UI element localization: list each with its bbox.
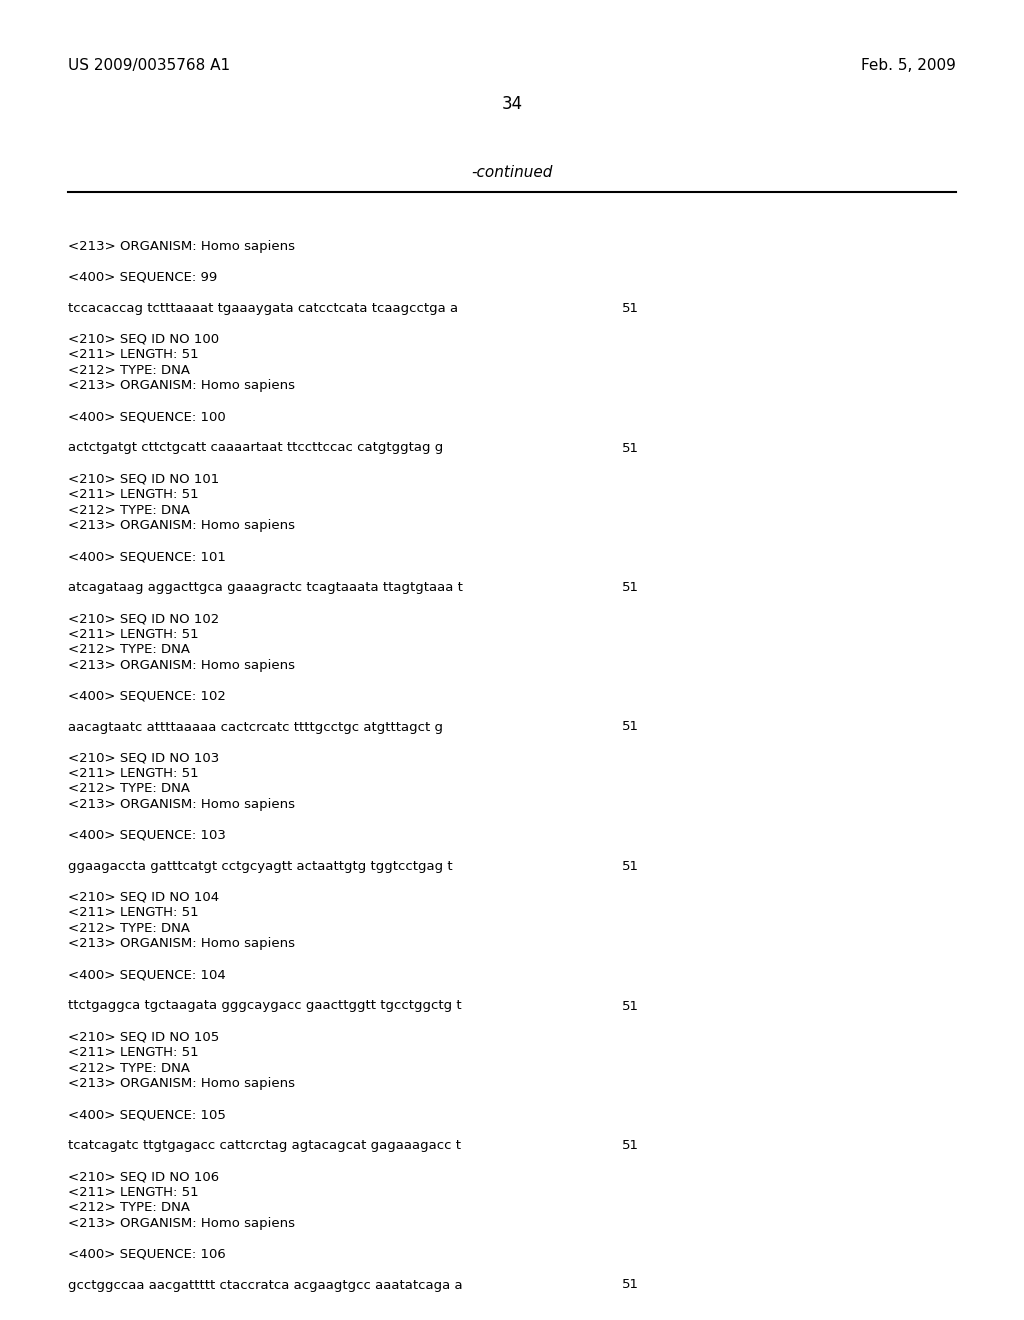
Text: <400> SEQUENCE: 102: <400> SEQUENCE: 102 [68, 689, 226, 702]
Text: <212> TYPE: DNA: <212> TYPE: DNA [68, 503, 190, 516]
Text: <210> SEQ ID NO 106: <210> SEQ ID NO 106 [68, 1170, 219, 1183]
Text: <400> SEQUENCE: 104: <400> SEQUENCE: 104 [68, 969, 225, 982]
Text: <213> ORGANISM: Homo sapiens: <213> ORGANISM: Homo sapiens [68, 659, 295, 672]
Text: ttctgaggca tgctaagata gggcaygacc gaacttggtt tgcctggctg t: ttctgaggca tgctaagata gggcaygacc gaacttg… [68, 999, 462, 1012]
Text: <211> LENGTH: 51: <211> LENGTH: 51 [68, 907, 199, 920]
Text: tcatcagatc ttgtgagacc cattcrctag agtacagcat gagaaagacc t: tcatcagatc ttgtgagacc cattcrctag agtacag… [68, 1139, 461, 1152]
Text: actctgatgt cttctgcatt caaaartaat ttccttccac catgtggtag g: actctgatgt cttctgcatt caaaartaat ttccttc… [68, 441, 443, 454]
Text: <211> LENGTH: 51: <211> LENGTH: 51 [68, 1045, 199, 1059]
Text: 51: 51 [622, 1279, 639, 1291]
Text: <400> SEQUENCE: 100: <400> SEQUENCE: 100 [68, 411, 225, 424]
Text: Feb. 5, 2009: Feb. 5, 2009 [861, 58, 956, 73]
Text: <212> TYPE: DNA: <212> TYPE: DNA [68, 1201, 190, 1214]
Text: <400> SEQUENCE: 99: <400> SEQUENCE: 99 [68, 271, 217, 284]
Text: gcctggccaa aacgattttt ctaccratca acgaagtgcc aaatatcaga a: gcctggccaa aacgattttt ctaccratca acgaagt… [68, 1279, 463, 1291]
Text: US 2009/0035768 A1: US 2009/0035768 A1 [68, 58, 230, 73]
Text: <211> LENGTH: 51: <211> LENGTH: 51 [68, 627, 199, 640]
Text: 51: 51 [622, 861, 639, 873]
Text: <400> SEQUENCE: 101: <400> SEQUENCE: 101 [68, 550, 226, 564]
Text: <210> SEQ ID NO 104: <210> SEQ ID NO 104 [68, 891, 219, 904]
Text: <210> SEQ ID NO 103: <210> SEQ ID NO 103 [68, 751, 219, 764]
Text: <211> LENGTH: 51: <211> LENGTH: 51 [68, 488, 199, 502]
Text: tccacaccag tctttaaaat tgaaaygata catcctcata tcaagcctga a: tccacaccag tctttaaaat tgaaaygata catcctc… [68, 302, 458, 315]
Text: <210> SEQ ID NO 102: <210> SEQ ID NO 102 [68, 612, 219, 624]
Text: 51: 51 [622, 721, 639, 734]
Text: <213> ORGANISM: Homo sapiens: <213> ORGANISM: Homo sapiens [68, 240, 295, 253]
Text: -continued: -continued [471, 165, 553, 180]
Text: <212> TYPE: DNA: <212> TYPE: DNA [68, 921, 190, 935]
Text: <213> ORGANISM: Homo sapiens: <213> ORGANISM: Homo sapiens [68, 519, 295, 532]
Text: <213> ORGANISM: Homo sapiens: <213> ORGANISM: Homo sapiens [68, 1077, 295, 1090]
Text: 34: 34 [502, 95, 522, 114]
Text: <213> ORGANISM: Homo sapiens: <213> ORGANISM: Homo sapiens [68, 799, 295, 810]
Text: <212> TYPE: DNA: <212> TYPE: DNA [68, 1061, 190, 1074]
Text: <212> TYPE: DNA: <212> TYPE: DNA [68, 364, 190, 378]
Text: <213> ORGANISM: Homo sapiens: <213> ORGANISM: Homo sapiens [68, 380, 295, 392]
Text: <211> LENGTH: 51: <211> LENGTH: 51 [68, 1185, 199, 1199]
Text: aacagtaatc attttaaaaa cactcrcatc ttttgcctgc atgtttagct g: aacagtaatc attttaaaaa cactcrcatc ttttgcc… [68, 721, 443, 734]
Text: ggaagaccta gatttcatgt cctgcyagtt actaattgtg tggtcctgag t: ggaagaccta gatttcatgt cctgcyagtt actaatt… [68, 861, 453, 873]
Text: <400> SEQUENCE: 106: <400> SEQUENCE: 106 [68, 1247, 225, 1261]
Text: <213> ORGANISM: Homo sapiens: <213> ORGANISM: Homo sapiens [68, 1217, 295, 1229]
Text: <212> TYPE: DNA: <212> TYPE: DNA [68, 643, 190, 656]
Text: <213> ORGANISM: Homo sapiens: <213> ORGANISM: Homo sapiens [68, 937, 295, 950]
Text: atcagataag aggacttgca gaaagractc tcagtaaata ttagtgtaaa t: atcagataag aggacttgca gaaagractc tcagtaa… [68, 581, 463, 594]
Text: 51: 51 [622, 999, 639, 1012]
Text: <211> LENGTH: 51: <211> LENGTH: 51 [68, 348, 199, 362]
Text: 51: 51 [622, 441, 639, 454]
Text: <400> SEQUENCE: 103: <400> SEQUENCE: 103 [68, 829, 226, 842]
Text: <210> SEQ ID NO 101: <210> SEQ ID NO 101 [68, 473, 219, 486]
Text: 51: 51 [622, 581, 639, 594]
Text: <211> LENGTH: 51: <211> LENGTH: 51 [68, 767, 199, 780]
Text: <210> SEQ ID NO 105: <210> SEQ ID NO 105 [68, 1031, 219, 1044]
Text: 51: 51 [622, 1139, 639, 1152]
Text: 51: 51 [622, 302, 639, 315]
Text: <212> TYPE: DNA: <212> TYPE: DNA [68, 783, 190, 796]
Text: <400> SEQUENCE: 105: <400> SEQUENCE: 105 [68, 1107, 226, 1121]
Text: <210> SEQ ID NO 100: <210> SEQ ID NO 100 [68, 333, 219, 346]
